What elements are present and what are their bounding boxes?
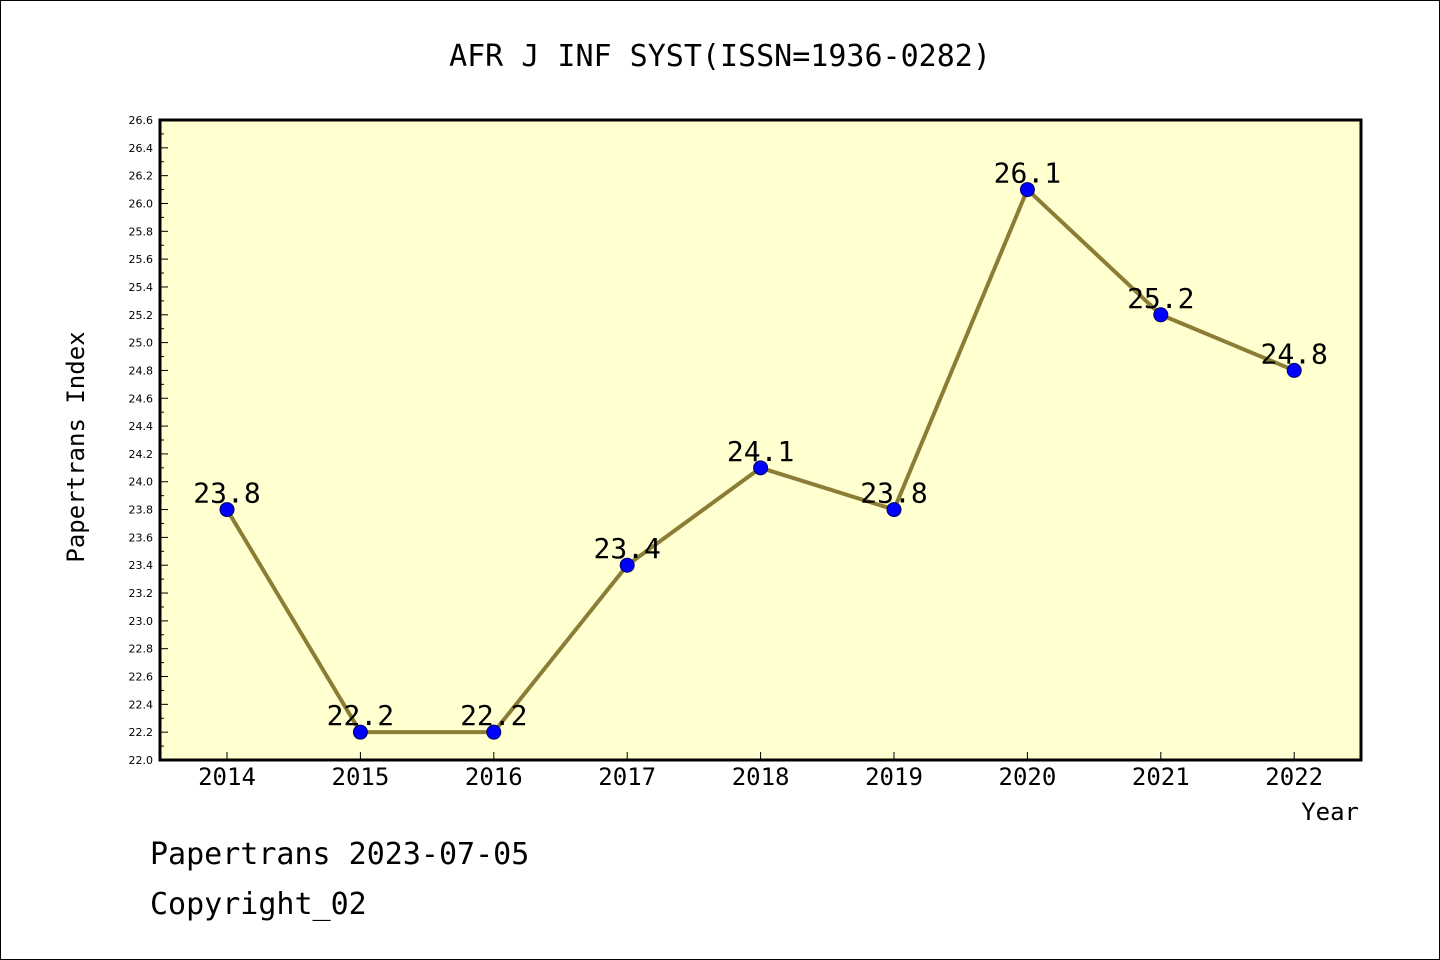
data-point <box>1153 307 1169 323</box>
y-tick-label: 23.0 <box>129 615 154 628</box>
x-tick-label: 2017 <box>598 763 656 791</box>
y-tick-label: 24.8 <box>129 364 154 377</box>
y-tick-label: 22.8 <box>129 643 154 656</box>
x-axis: 2014 2015 2016 2017 2018 2019 2020 2021 2022 <box>198 752 1323 791</box>
x-tick-label: 2020 <box>999 763 1057 791</box>
y-tick-label: 26.0 <box>129 197 154 210</box>
y-tick-label: 22.6 <box>129 671 154 684</box>
footer-copyright: Copyright_02 <box>150 887 367 922</box>
data-point <box>219 502 235 518</box>
y-tick-label: 25.4 <box>129 281 154 294</box>
y-tick-label: 26.4 <box>129 142 154 155</box>
data-label: 24.8 <box>1260 337 1327 370</box>
data-markers <box>219 182 1302 740</box>
data-label: 25.2 <box>1127 282 1194 315</box>
y-tick-label: 23.6 <box>129 531 154 544</box>
y-tick-label: 22.0 <box>129 754 154 767</box>
data-label: 23.4 <box>593 532 660 565</box>
data-point <box>1019 182 1035 198</box>
x-tick-label: 2014 <box>198 763 256 791</box>
data-label: 23.8 <box>193 477 260 510</box>
y-tick-label: 24.0 <box>129 476 154 489</box>
x-tick-label: 2016 <box>465 763 523 791</box>
data-point <box>352 724 368 740</box>
data-label: 24.1 <box>727 435 794 468</box>
chart-title: AFR J INF SYST(ISSN=1936-0282) <box>449 39 991 74</box>
y-tick-label: 26.6 <box>129 114 154 127</box>
x-tick-label: 2019 <box>865 763 923 791</box>
data-label: 22.2 <box>327 699 394 732</box>
data-label: 22.2 <box>460 699 527 732</box>
plot-area <box>158 118 1363 762</box>
y-tick-label: 24.4 <box>129 420 154 433</box>
y-tick-label: 24.2 <box>129 448 154 461</box>
data-point <box>1286 362 1302 378</box>
y-tick-label: 23.8 <box>129 504 154 517</box>
data-point <box>753 460 769 476</box>
x-tick-label: 2018 <box>732 763 790 791</box>
y-tick-label: 26.2 <box>129 170 154 183</box>
data-label: 26.1 <box>994 157 1061 190</box>
data-point <box>886 502 902 518</box>
data-label: 23.8 <box>860 477 927 510</box>
y-tick-label: 24.6 <box>129 392 154 405</box>
data-point <box>619 557 635 573</box>
y-tick-label: 23.4 <box>129 559 154 572</box>
x-tick-label: 2021 <box>1132 763 1190 791</box>
data-point <box>486 724 502 740</box>
x-tick-label: 2022 <box>1265 763 1323 791</box>
y-axis-title: Papertrans Index <box>62 331 90 562</box>
y-tick-label: 25.8 <box>129 225 154 238</box>
y-tick-label: 22.2 <box>129 726 154 739</box>
footer-date: Papertrans 2023-07-05 <box>150 837 529 872</box>
y-tick-label: 25.0 <box>129 337 154 350</box>
data-labels: 23.8 22.2 22.2 23.4 24.1 23.8 26.1 25.2 24.8 <box>193 157 1328 733</box>
y-axis: 22.0 22.2 22.4 22.6 22.8 23.0 23.2 23.4 23.6 23.8… <box>129 114 168 767</box>
y-tick-label: 25.6 <box>129 253 154 266</box>
y-tick-label: 25.2 <box>129 309 154 322</box>
y-tick-label: 23.2 <box>129 587 154 600</box>
x-axis-title: Year <box>1301 798 1359 826</box>
x-tick-label: 2015 <box>332 763 390 791</box>
y-tick-label: 22.4 <box>129 698 154 711</box>
